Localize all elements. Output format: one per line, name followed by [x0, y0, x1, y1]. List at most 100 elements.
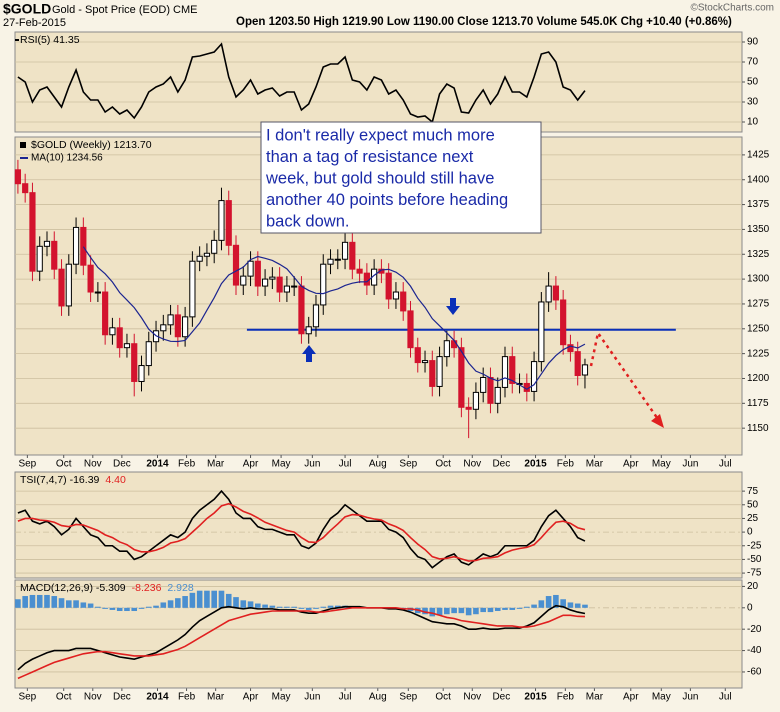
candle-body: [341, 241, 349, 260]
histogram-bar: [313, 607, 319, 609]
candle-body: [291, 285, 298, 288]
histogram-bar: [109, 607, 116, 610]
histogram-bar: [560, 599, 566, 608]
histogram-bar: [509, 607, 516, 610]
candle-body: [240, 275, 247, 286]
legend-label: 4.40: [105, 474, 126, 486]
candle-body: [465, 406, 472, 410]
legend-label: RSI(5) 41.35: [20, 34, 80, 46]
histogram-bar: [465, 607, 472, 616]
candle-body: [182, 316, 189, 338]
candle-body: [80, 226, 87, 266]
y-tick-label: 1175: [747, 398, 769, 409]
histogram-bar: [182, 596, 188, 608]
histogram-bar: [320, 606, 327, 608]
series-line: [82, 246, 586, 390]
histogram-bar: [211, 590, 217, 608]
y-tick-label: 1400: [747, 174, 770, 185]
histogram-bar: [240, 600, 247, 608]
histogram-bar: [65, 600, 72, 608]
x-tick-label: May: [652, 692, 671, 703]
x-tick-label: Apr: [243, 459, 259, 470]
candle-body: [494, 386, 501, 404]
candle-body: [356, 268, 363, 274]
x-tick-label: Apr: [623, 692, 639, 703]
candle-body: [567, 344, 574, 353]
histogram-bar: [131, 607, 138, 612]
histogram-bar: [269, 605, 276, 608]
y-tick-label: 90: [747, 37, 759, 48]
histogram-bar: [436, 607, 443, 616]
panel: 20 0 -20 -40 -60 MACD(12,26,9) -5.309 -8.236 2.…: [14, 579, 762, 689]
candle-body: [545, 285, 552, 303]
x-tick-label: Dec: [113, 692, 131, 703]
panel: 75 50 25 0 -25 -50 -75 TSI(7,4,7) -16.39 4.40: [14, 471, 762, 579]
x-tick-label: Feb: [557, 459, 575, 470]
candle-body: [363, 272, 370, 286]
histogram-bar: [80, 602, 87, 608]
x-tick-label: Sep: [18, 692, 36, 703]
series-line: [17, 489, 586, 569]
histogram-bar: [284, 606, 290, 608]
x-tick-label: 2015: [524, 692, 547, 703]
candle-body: [283, 285, 290, 293]
histogram-bar: [451, 607, 457, 614]
candle-body: [501, 356, 509, 388]
quote: Open 1203.50 High 1219.90 Low 1190.00 Cl…: [236, 16, 732, 28]
x-tick-label: Oct: [435, 692, 451, 703]
up-arrow: [302, 345, 316, 362]
candle-body: [269, 276, 276, 280]
candle-body: [480, 376, 487, 393]
legend-swatch: [20, 142, 26, 148]
histogram-bar: [334, 605, 341, 608]
candle-body: [312, 304, 320, 328]
y-tick-label: 1250: [747, 323, 770, 334]
x-tick-label: Mar: [586, 459, 604, 470]
histogram-bar: [444, 607, 450, 615]
candle-body: [58, 268, 65, 307]
candle-body: [530, 361, 538, 392]
support-arrows: [302, 298, 460, 362]
candle-body: [36, 245, 43, 272]
series-line: [17, 604, 586, 671]
x-tick-label: Apr: [243, 692, 259, 703]
candle-body: [472, 391, 480, 410]
series-line: [17, 502, 586, 562]
candle-body: [349, 241, 356, 270]
candle-body: [43, 240, 51, 247]
series-line: [17, 42, 586, 124]
y-tick-label: -25: [747, 540, 762, 551]
x-tick-label: Jul: [339, 692, 352, 703]
histogram-bar: [538, 600, 545, 608]
y-tick-label: 75: [747, 486, 759, 497]
y-tick-label: 1225: [747, 348, 770, 359]
x-tick-label: Sep: [18, 459, 36, 470]
legend-label: -8.236: [132, 582, 162, 594]
candle-body: [261, 278, 269, 287]
x-tick-label: Jun: [682, 459, 698, 470]
candle-body: [145, 341, 152, 367]
histogram-bar: [502, 607, 508, 610]
x-tick-label: Oct: [56, 692, 72, 703]
histogram-bar: [291, 606, 297, 608]
panels: 10 30 50 70 90 RSI(5) 41.35 1150 1175 1200 1225 12…: [14, 31, 770, 703]
panel: 10 30 50 70 90 RSI(5) 41.35: [14, 31, 759, 133]
candle-body: [51, 240, 58, 270]
y-tick-label: 1325: [747, 249, 770, 260]
histogram-bar: [225, 593, 232, 608]
y-tick-label: 1300: [747, 274, 770, 285]
annotation-line: I don't really expect much more: [266, 126, 495, 144]
projection: [589, 329, 664, 428]
histogram-bar: [480, 607, 486, 613]
histogram-bar: [87, 603, 94, 608]
y-tick-label: -40: [747, 645, 762, 656]
annotation-line: than a tag of resistance next: [266, 148, 474, 166]
y-tick-label: 1350: [747, 224, 770, 235]
candle-body: [218, 200, 225, 241]
x-tick-label: Nov: [84, 692, 102, 703]
histogram-bar: [255, 603, 261, 608]
y-tick-label: 30: [747, 97, 759, 108]
histogram-bar: [494, 607, 501, 612]
histogram-bar: [218, 590, 225, 608]
symbol: $GOLD: [3, 1, 51, 17]
